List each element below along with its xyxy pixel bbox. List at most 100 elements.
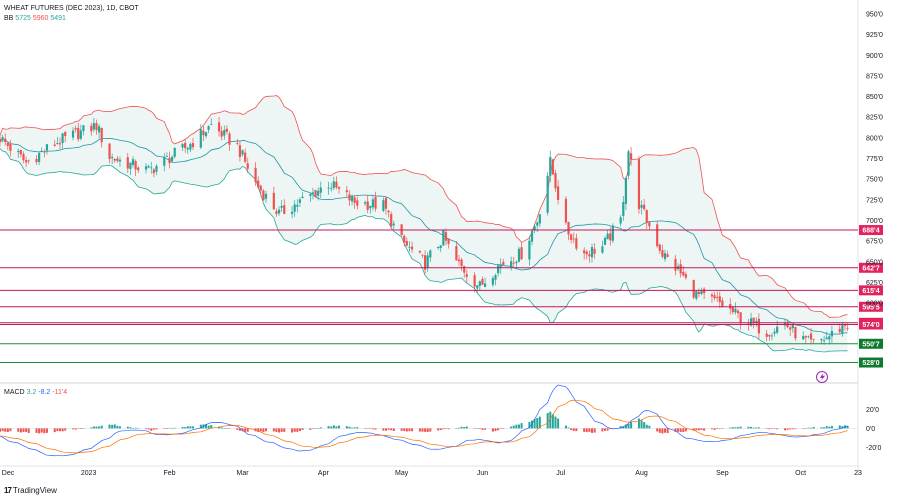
macd-hist-bar [794, 428, 797, 430]
macd-hist-bar [841, 426, 844, 429]
level-tag [859, 301, 883, 312]
candle-body [301, 196, 304, 199]
level-tag [859, 357, 883, 368]
macd-hist-bar [737, 427, 740, 429]
candle-body [296, 204, 299, 207]
macd-hist-bar [606, 428, 609, 431]
candle-body [530, 231, 534, 242]
macd-hist-bar [465, 426, 468, 429]
candle-body [645, 210, 648, 223]
candle-body [43, 151, 46, 153]
candle-body [455, 246, 458, 261]
macd-hist-bar [538, 416, 541, 429]
candle-body [202, 130, 205, 136]
candle-body [38, 152, 41, 162]
candle-body [254, 167, 257, 183]
bb-label: BB [4, 15, 14, 22]
candle-body [95, 123, 98, 131]
candle-body [846, 328, 849, 329]
candle-body [533, 226, 536, 230]
macd-signal-line [0, 399, 848, 454]
macd-hist-bar [191, 426, 194, 429]
candle-body [755, 320, 758, 323]
symbol-title: WHEAT FUTURES (DEC 2023), 1D, CBOT [4, 5, 139, 12]
level-label: 688'4 [862, 228, 879, 235]
candle-body [144, 166, 148, 170]
candle-body [713, 295, 716, 299]
candle-body [703, 288, 706, 294]
candle-body [382, 200, 385, 211]
level-label: 615'4 [862, 288, 879, 295]
candle-body [79, 130, 82, 139]
candle-body [61, 133, 64, 143]
candle-body [118, 159, 122, 162]
macd-hist-bar [335, 426, 338, 429]
candle-body [82, 125, 85, 131]
candle-body [457, 259, 461, 262]
icon-ring [816, 371, 828, 383]
macd-hist-bar [257, 428, 260, 432]
candle-body [640, 204, 643, 208]
candle-body [765, 333, 768, 337]
macd-hist-bar [58, 428, 61, 432]
macd-hist-bar [332, 425, 335, 429]
time-tick-label: Aug [635, 470, 648, 477]
candle-body [439, 245, 442, 249]
candle-body [374, 196, 377, 209]
macd-hist-bar [734, 427, 737, 429]
macd-hist-bar [163, 428, 166, 429]
price-tick-label: 825'0 [866, 115, 883, 122]
macd-hist-bar [533, 419, 536, 429]
candle-body [6, 142, 9, 146]
macd-hist-bar [134, 427, 137, 429]
time-tick-label: Apr [318, 470, 330, 477]
macd-hist-bar [348, 426, 351, 429]
candle-body [199, 129, 202, 148]
price-tick-label: 650'0 [866, 259, 883, 266]
macd-hist-bar [108, 424, 111, 429]
candle-body [804, 336, 807, 338]
macd-hist-bar [280, 428, 283, 432]
candle-body [369, 206, 372, 209]
candle-body [444, 232, 448, 241]
macd-hist-bar [609, 428, 612, 429]
candle-body [113, 159, 116, 161]
macd-hist-bar [4, 428, 7, 432]
time-tick-label: 23 [854, 470, 862, 477]
macd-hist-bar [828, 426, 831, 429]
macd-legend[interactable]: MACD 3.2 -8.2 -11'4 [4, 388, 67, 397]
macd-hist-bar [825, 426, 828, 429]
macd-hist-bar [53, 428, 56, 433]
macd-hist-bar [791, 428, 794, 430]
candle-body [749, 318, 753, 326]
macd-hist-bar [567, 427, 570, 429]
candle-body [437, 246, 440, 249]
candle-body [515, 261, 518, 264]
candle-body [56, 143, 59, 144]
price-tick-label: 700'0 [866, 218, 883, 225]
macd-hist-bar [132, 428, 135, 429]
candle-body [311, 192, 315, 194]
candle-body [684, 274, 687, 278]
candle-body [210, 124, 213, 126]
tradingview-branding[interactable]: 17 TradingView [4, 486, 57, 495]
candle-body [739, 312, 742, 324]
bb-legend[interactable]: BB 5725 5960 5491 [4, 14, 66, 23]
macd-hist-value: 3.2 [26, 389, 37, 396]
macd-hist-bar [502, 428, 505, 429]
candle-body [191, 143, 195, 148]
level-label: 642'7 [862, 265, 879, 272]
macd-hist-bar [551, 414, 554, 429]
candle-body [126, 157, 129, 169]
candle-body [429, 250, 432, 258]
candle-body [791, 324, 794, 329]
candle-body [353, 197, 356, 203]
candle-body [465, 274, 468, 277]
candle-body [460, 259, 463, 267]
candle-body [238, 145, 242, 157]
macd-tick-label: 0'0 [866, 426, 875, 433]
macd-hist-bar [90, 427, 93, 429]
candle-body [512, 262, 515, 264]
macd-hist-bar [770, 428, 773, 429]
